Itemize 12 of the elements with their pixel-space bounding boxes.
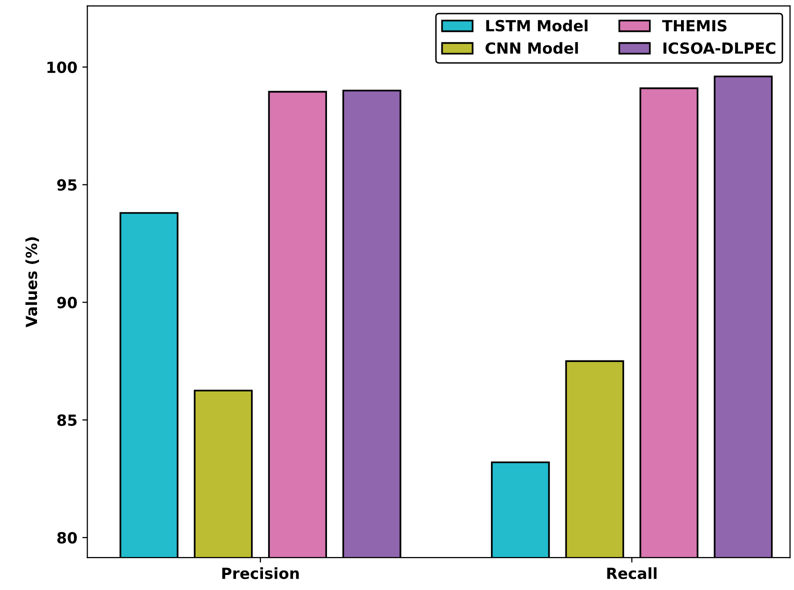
- x-tick-label: Recall: [607, 567, 657, 580]
- y-tick-label: 85: [57, 414, 77, 426]
- y-tick-label: 95: [57, 179, 77, 191]
- y-axis-title: Values (%): [25, 237, 40, 328]
- legend-label: THEMIS: [662, 20, 726, 32]
- legend-label: CNN Model: [486, 42, 578, 54]
- x-tick-label: Precision: [222, 567, 299, 580]
- y-tick-label: 90: [57, 296, 77, 308]
- legend-label: LSTM Model: [486, 20, 588, 32]
- legend-label: ICSOA-DLPEC: [663, 42, 776, 54]
- y-tick-label: 100: [47, 62, 77, 74]
- y-tick-label: 80: [57, 532, 77, 544]
